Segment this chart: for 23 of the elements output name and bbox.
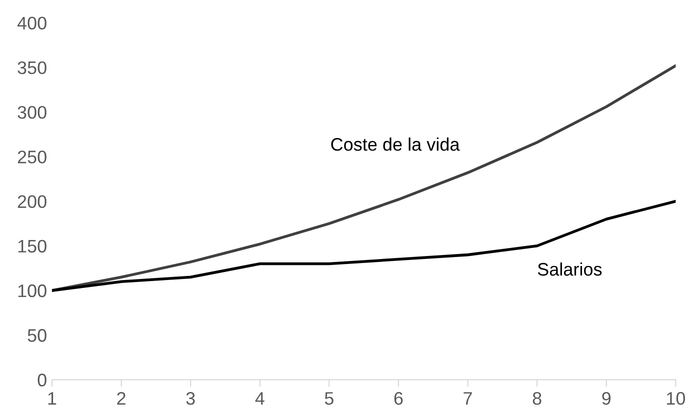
y-tick-label: 400 xyxy=(17,16,46,30)
series-label: Salarios xyxy=(538,262,602,276)
line-series xyxy=(52,64,676,292)
x-tick-label: 5 xyxy=(324,392,334,405)
y-tick-label: 300 xyxy=(18,106,46,119)
y-tick-label: 0 xyxy=(38,374,46,386)
x-tick-label: 1 xyxy=(48,392,56,405)
x-tick-label: 3 xyxy=(186,392,195,405)
y-tick-label: 50 xyxy=(28,329,46,342)
x-tick-label: 6 xyxy=(394,392,403,405)
y-tick-label: 250 xyxy=(18,150,46,164)
y-tick-label: 200 xyxy=(18,195,46,208)
x-tick-label: 8 xyxy=(532,392,542,405)
x-tick-label: 9 xyxy=(602,392,611,405)
x-tick-label: 2 xyxy=(117,392,126,405)
x-tick-label: 4 xyxy=(255,392,264,405)
line-series xyxy=(52,200,676,292)
y-tick-label: 350 xyxy=(18,61,46,74)
y-tick-label: 150 xyxy=(18,240,46,253)
x-tick-label: 10 xyxy=(667,392,686,405)
y-tick-label: 100 xyxy=(18,284,46,298)
series-label: Coste de la vida xyxy=(331,138,460,151)
x-tick-label: 7 xyxy=(464,392,472,405)
